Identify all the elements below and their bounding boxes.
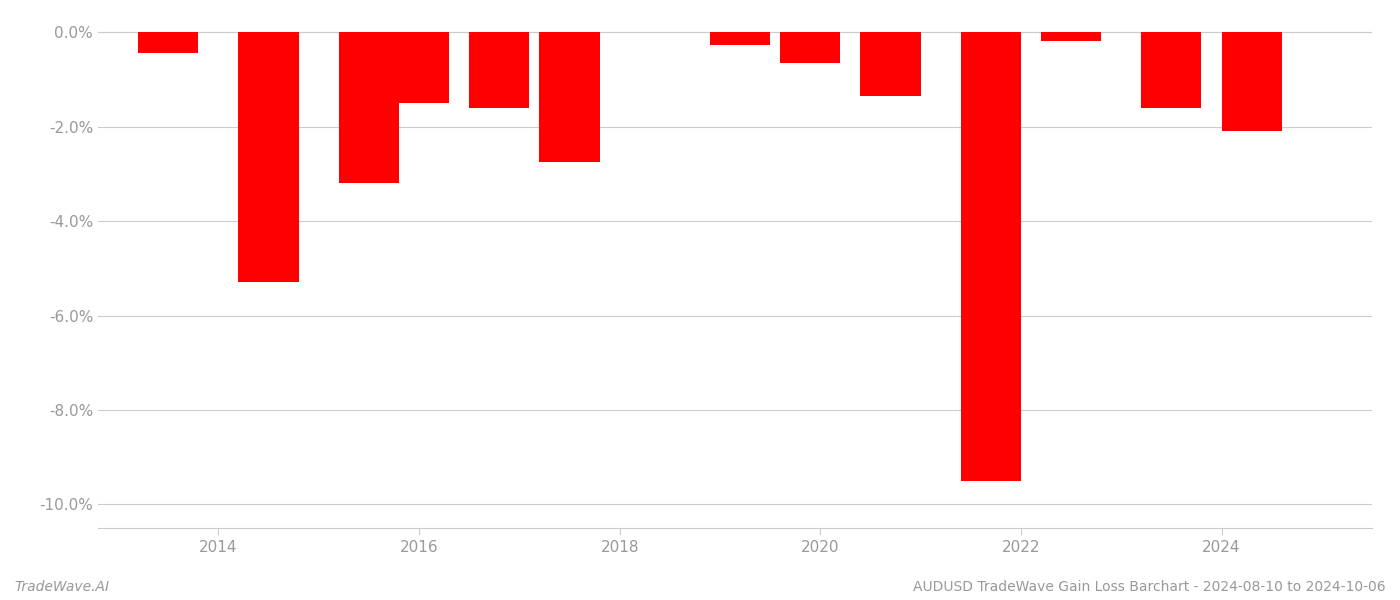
- Text: AUDUSD TradeWave Gain Loss Barchart - 2024-08-10 to 2024-10-06: AUDUSD TradeWave Gain Loss Barchart - 20…: [913, 580, 1386, 594]
- Bar: [469, 32, 529, 108]
- Bar: [1222, 32, 1282, 131]
- Bar: [780, 32, 840, 63]
- Bar: [339, 32, 399, 183]
- Bar: [710, 32, 770, 46]
- Text: TradeWave.AI: TradeWave.AI: [14, 580, 109, 594]
- Bar: [238, 32, 298, 283]
- Bar: [539, 32, 599, 162]
- Bar: [861, 32, 921, 96]
- Bar: [1141, 32, 1201, 108]
- Bar: [389, 32, 449, 103]
- Bar: [1042, 32, 1102, 41]
- Bar: [139, 32, 199, 53]
- Bar: [960, 32, 1021, 481]
